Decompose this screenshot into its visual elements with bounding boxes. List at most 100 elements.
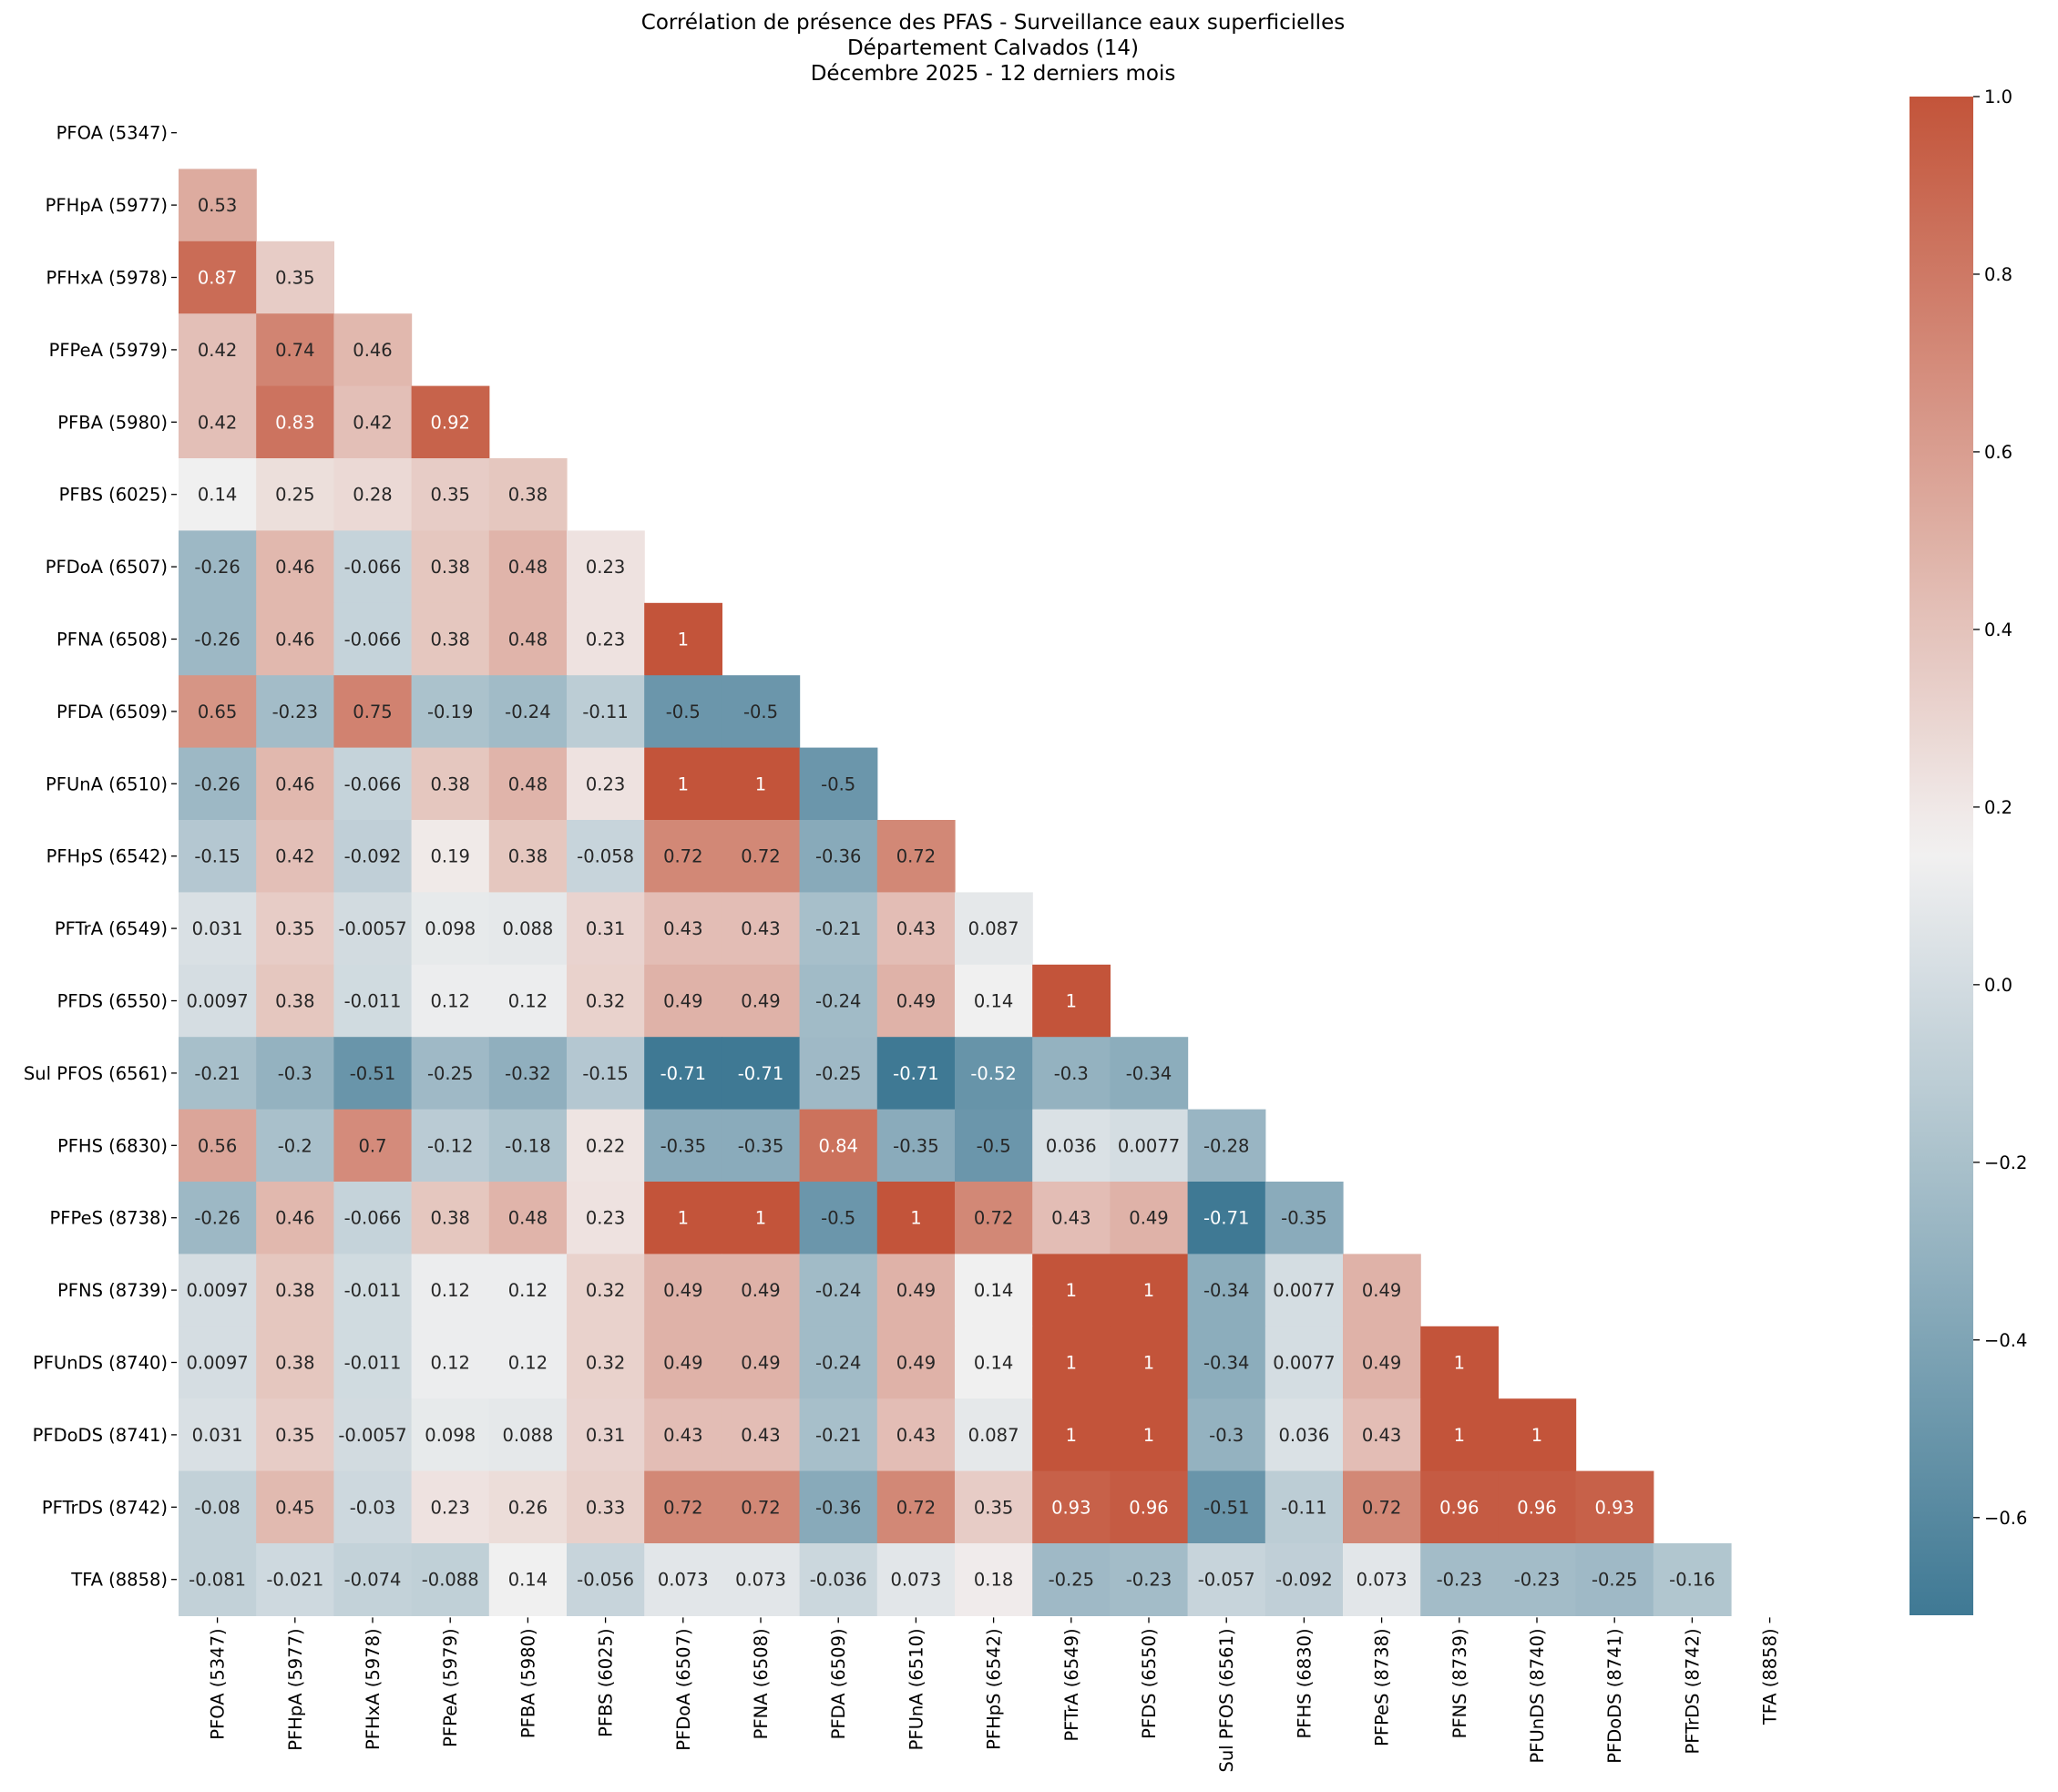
cell-value-label: 0.72 <box>974 1208 1013 1229</box>
heatmap-cell <box>411 458 490 531</box>
cell-value-label: 0.48 <box>508 630 548 650</box>
heatmap-cell <box>876 892 956 966</box>
cell-value-label: 1 <box>678 773 689 794</box>
heatmap-cell <box>488 602 568 676</box>
cell-value-label: 1 <box>755 773 766 794</box>
cell-value-label: -0.058 <box>577 846 634 867</box>
cell-value-label: -0.12 <box>427 1135 473 1156</box>
heatmap-cell <box>333 964 413 1038</box>
cell-value-label: 0.12 <box>508 1280 548 1301</box>
heatmap-cell <box>179 241 257 314</box>
heatmap-cell <box>488 1398 568 1472</box>
heatmap-cell <box>955 892 1033 966</box>
heatmap-cell <box>876 1254 956 1327</box>
heatmap-cell <box>179 1543 257 1616</box>
cell-value-label: 0.65 <box>198 701 237 722</box>
cell-value-label: -0.057 <box>1198 1570 1255 1591</box>
cell-value-label: 1 <box>1143 1353 1154 1374</box>
cell-value-label: 0.35 <box>275 268 314 289</box>
cell-value-label: 0.31 <box>586 918 625 939</box>
heatmap-cell <box>333 747 413 821</box>
cell-value-label: 0.74 <box>275 340 314 361</box>
cell-value-label: 0.43 <box>663 918 702 939</box>
cell-value-label: 1 <box>910 1208 921 1229</box>
x-tick-label-pfba-5980: PFBA (5980) <box>517 1628 538 1738</box>
cell-value-label: 0.14 <box>198 485 237 506</box>
heatmap-cell <box>722 964 801 1038</box>
heatmap-cell <box>799 1254 878 1327</box>
cell-value-label: 0.0077 <box>1118 1135 1180 1156</box>
cell-value-label: -0.011 <box>344 1353 402 1374</box>
heatmap-cell <box>1110 1109 1189 1183</box>
heatmap-cell <box>488 1182 568 1254</box>
y-tick-label-pfna-6508: PFNA (6508) <box>56 630 168 650</box>
cell-value-label: 0.031 <box>192 918 243 939</box>
x-tick-label-pfoa-5347: PFOA (5347) <box>208 1628 229 1739</box>
cell-value-label: -0.092 <box>1275 1570 1333 1591</box>
heatmap-cell <box>256 385 334 459</box>
cell-value-label: 1 <box>1143 1425 1154 1446</box>
heatmap-cell <box>1032 964 1111 1038</box>
heatmap-cell <box>411 892 490 966</box>
x-tick-label-pftrds-8742: PFTrDS (8742) <box>1682 1628 1703 1754</box>
heatmap-cell <box>1110 1254 1189 1327</box>
heatmap-cell <box>1110 1398 1189 1472</box>
cell-value-label: 0.72 <box>896 1497 936 1518</box>
x-tick-label-pfhpa-5977: PFHpA (5977) <box>285 1628 306 1750</box>
heatmap-cell <box>567 1470 645 1544</box>
heatmap-cell <box>1420 1398 1499 1472</box>
heatmap-cell <box>1420 1470 1499 1544</box>
cell-value-label: 1 <box>678 1208 689 1229</box>
heatmap-cell <box>333 820 413 893</box>
cell-value-label: 0.42 <box>198 340 237 361</box>
y-axis-labels: PFOA (5347) PFHpA (5977) PFHxA (5978) PFPeA… <box>24 123 177 1591</box>
cell-value-label: 0.14 <box>974 1353 1013 1374</box>
heatmap-cell <box>1343 1543 1421 1616</box>
cell-value-label: -0.03 <box>350 1497 395 1518</box>
cell-value-label: 0.35 <box>275 918 314 939</box>
cell-value-label: 0.96 <box>1439 1497 1479 1518</box>
cell-value-label: 0.48 <box>508 773 548 794</box>
heatmap-cell <box>411 964 490 1038</box>
cell-value-label: -0.2 <box>278 1135 312 1156</box>
cell-value-label: 0.38 <box>275 991 314 1012</box>
cell-value-label: 0.43 <box>741 1425 780 1446</box>
heatmap-cell <box>799 1037 878 1111</box>
heatmap-cell <box>1187 1470 1266 1544</box>
heatmap-cell <box>333 1109 413 1183</box>
cell-value-label: 0.49 <box>1362 1353 1401 1374</box>
heatmap-cell <box>256 313 334 387</box>
heatmap-cell <box>256 1254 334 1327</box>
cell-value-label: -0.35 <box>893 1135 938 1156</box>
heatmap-cell <box>411 1254 490 1327</box>
heatmap-cell <box>411 1470 490 1544</box>
cell-value-label: -0.0057 <box>338 1425 406 1446</box>
heatmap-cell <box>567 1326 645 1399</box>
cell-value-label: 0.098 <box>425 918 476 939</box>
heatmap-cell <box>488 675 568 749</box>
heatmap-cell <box>644 1037 722 1111</box>
heatmap-cell <box>1653 1543 1732 1616</box>
heatmap-cell <box>644 1254 722 1327</box>
heatmap-cell <box>256 1182 334 1254</box>
cell-value-label: 0.0077 <box>1273 1280 1335 1301</box>
cell-value-label: 0.38 <box>275 1280 314 1301</box>
heatmap-cell <box>1343 1326 1421 1399</box>
cell-value-label: 0.12 <box>508 991 548 1012</box>
cell-value-label: -0.081 <box>189 1570 246 1591</box>
y-tick-label-pfoa-5347: PFOA (5347) <box>56 123 168 144</box>
cell-value-label: 0.28 <box>353 485 392 506</box>
heatmap-cell <box>256 1543 334 1616</box>
y-tick-label-pfpes-8738: PFPeS (8738) <box>50 1208 168 1229</box>
heatmap-cell <box>179 1326 257 1399</box>
cell-value-label: 0.46 <box>353 340 392 361</box>
heatmap-cell <box>722 1543 801 1616</box>
cell-value-label: -0.21 <box>815 1425 861 1446</box>
heatmap-cell <box>179 964 257 1038</box>
heatmap-cell <box>488 964 568 1038</box>
heatmap-cell <box>955 1543 1033 1616</box>
cell-value-label: -0.066 <box>344 1208 402 1229</box>
heatmap-cell <box>1343 1254 1421 1327</box>
cell-value-label: 0.031 <box>192 1425 243 1446</box>
heatmap-cell <box>1498 1470 1577 1544</box>
